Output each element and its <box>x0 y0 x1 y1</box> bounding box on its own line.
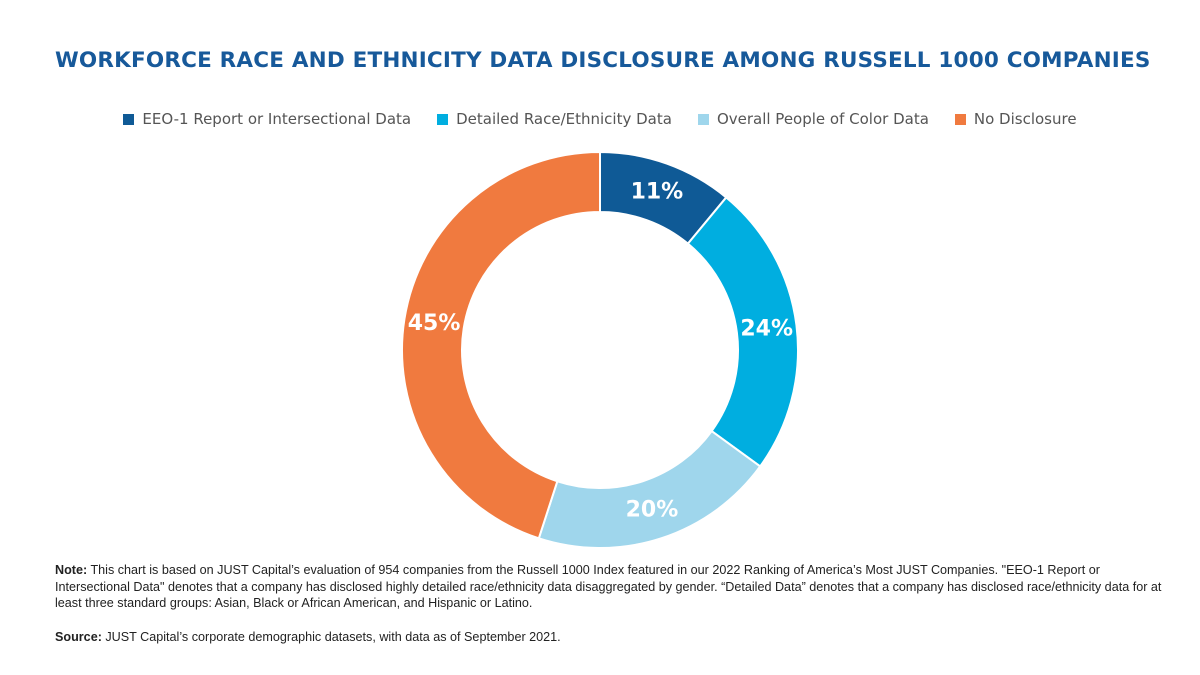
slice-label-overall-poc: 20% <box>626 497 679 522</box>
donut-slice-no-disclosure <box>401 150 601 540</box>
legend-swatch-no-disclosure <box>954 113 966 125</box>
source-text: JUST Capital’s corporate demographic dat… <box>101 629 561 644</box>
donut-slice-overall-poc <box>537 429 762 549</box>
legend-item-overall-poc: Overall People of Color Data <box>697 110 929 128</box>
note-label: Note: <box>55 563 88 577</box>
legend-item-no-disclosure: No Disclosure <box>954 110 1077 128</box>
legend-swatch-detailed <box>437 113 449 125</box>
note-paragraph: Note: This chart is based on JUST Capita… <box>55 562 1165 612</box>
source-label: Source: <box>55 629 102 644</box>
slice-label-eeo1: 11% <box>631 179 684 204</box>
slice-label-no-disclosure: 45% <box>408 311 461 336</box>
chart-notes: Note: This chart is based on JUST Capita… <box>55 562 1165 645</box>
chart-title: WORKFORCE RACE AND ETHNICITY DATA DISCLO… <box>55 48 1151 73</box>
source-paragraph: Source: JUST Capital’s corporate demogra… <box>55 629 1165 646</box>
legend-label-detailed: Detailed Race/Ethnicity Data <box>456 110 672 128</box>
legend-swatch-eeo1 <box>123 113 135 125</box>
legend-label-eeo1: EEO-1 Report or Intersectional Data <box>142 110 412 128</box>
legend-label-no-disclosure: No Disclosure <box>973 110 1077 128</box>
note-text: This chart is based on JUST Capital’s ev… <box>55 563 1162 610</box>
slice-label-detailed: 24% <box>740 316 793 341</box>
legend-item-detailed: Detailed Race/Ethnicity Data <box>437 110 672 128</box>
legend-swatch-overall-poc <box>697 113 709 125</box>
chart-legend: EEO-1 Report or Intersectional Data Deta… <box>0 110 1200 128</box>
legend-label-overall-poc: Overall People of Color Data <box>716 110 929 128</box>
legend-item-eeo1: EEO-1 Report or Intersectional Data <box>123 110 411 128</box>
